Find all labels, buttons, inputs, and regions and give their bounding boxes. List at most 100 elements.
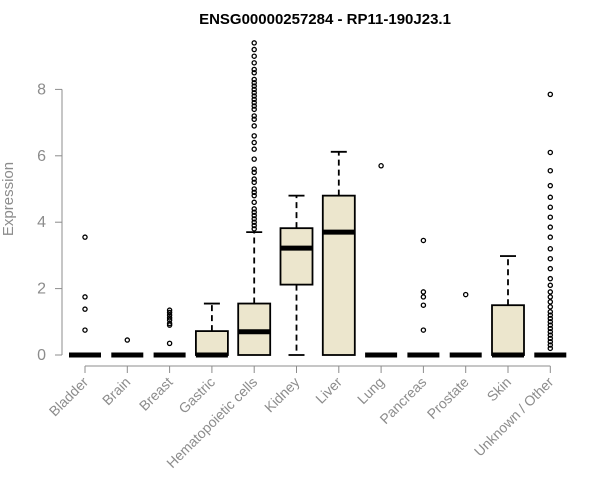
outlier-point (547, 322, 554, 328)
x-tick-label: Liver (312, 374, 345, 407)
outlier-point (420, 289, 427, 295)
outlier-point (82, 327, 88, 333)
outlier-point (251, 189, 257, 196)
outlier-point (251, 123, 257, 129)
outlier-point (251, 99, 257, 106)
box-group (491, 255, 525, 358)
y-tick-label: 6 (37, 148, 46, 165)
outlier-point (547, 342, 554, 348)
outlier-point (82, 294, 88, 300)
outlier-point (547, 309, 554, 315)
outlier-point (547, 149, 554, 156)
box-group (407, 237, 440, 358)
x-tick-label: Skin (484, 374, 515, 405)
outlier-point (251, 176, 257, 182)
outlier-point (251, 80, 257, 86)
outlier-point (547, 167, 554, 174)
outlier-point (251, 103, 257, 109)
outlier-point (251, 139, 257, 146)
outlier-point (124, 337, 131, 343)
outlier-point (547, 329, 554, 335)
box-group (237, 40, 272, 356)
outlier-point (547, 91, 554, 98)
outlier-point (547, 332, 554, 338)
outlier-point (378, 163, 384, 169)
outlier-point (251, 146, 257, 152)
outlier-point (547, 335, 554, 342)
outlier-point (251, 222, 257, 229)
outlier-point (420, 302, 427, 308)
outlier-point (547, 299, 554, 305)
x-tick-label: Pancreas (376, 374, 429, 427)
outlier-point (547, 294, 554, 300)
x-tick-label: Unknown / Other (471, 374, 557, 460)
box-iqr (194, 330, 229, 356)
outlier-point (547, 312, 554, 318)
chart-title: ENSG00000257284 - RP11-190J23.1 (199, 11, 451, 28)
box-group (449, 291, 482, 358)
outlier-point (166, 309, 173, 316)
outlier-point (547, 182, 554, 189)
outlier-point (251, 66, 257, 73)
x-tick-label: Kidney (261, 374, 303, 416)
outlier-point (251, 219, 257, 225)
outlier-point (547, 345, 554, 352)
outlier-point (251, 93, 257, 99)
outlier-point (547, 338, 554, 345)
box-group (153, 307, 186, 358)
outlier-point (251, 89, 257, 96)
outlier-point (251, 76, 257, 83)
outlier-point (251, 133, 257, 139)
outlier-point (251, 40, 257, 46)
outlier-point (547, 289, 554, 295)
outlier-point (547, 304, 554, 310)
box-iqr (321, 194, 356, 356)
box-group (194, 302, 229, 358)
outlier-point (547, 282, 554, 289)
outlier-point (547, 275, 554, 282)
outlier-point (251, 106, 257, 113)
y-axis: 0 2 4 6 8 (37, 81, 63, 364)
box-iqr (279, 227, 314, 286)
outlier-point (82, 306, 88, 312)
outlier-point (251, 96, 257, 103)
outlier-point (251, 83, 257, 89)
outlier-point (251, 116, 257, 123)
outlier-point (251, 192, 257, 199)
outlier-point (251, 206, 257, 212)
outlier-point (547, 194, 554, 201)
outlier-point (251, 113, 257, 119)
outlier-point (251, 186, 257, 192)
plot-area (69, 40, 567, 358)
outlier-point (251, 216, 257, 222)
outlier-point (251, 212, 257, 219)
y-tick-label: 2 (37, 281, 46, 298)
outlier-point (251, 86, 257, 93)
outlier-point (251, 53, 257, 59)
x-tick-label: Breast (136, 374, 176, 414)
outlier-point (547, 224, 554, 230)
y-tick-label: 4 (37, 214, 46, 231)
outlier-point (251, 199, 257, 206)
outlier-point (251, 209, 257, 215)
x-tick-label: Prostate (424, 374, 472, 422)
outlier-point (420, 327, 427, 333)
outlier-point (251, 169, 257, 176)
box-group (534, 91, 567, 358)
box-group (69, 234, 101, 358)
outlier-point (547, 315, 554, 322)
outlier-point (251, 166, 257, 172)
outlier-point (251, 60, 257, 66)
outlier-point (251, 179, 257, 186)
outlier-point (462, 291, 469, 298)
outlier-point (547, 319, 554, 325)
outlier-point (166, 315, 173, 321)
outlier-point (166, 322, 173, 328)
outlier-point (166, 317, 173, 323)
box-iqr (491, 304, 525, 356)
outlier-point (166, 340, 173, 347)
outlier-point (166, 312, 173, 318)
outlier-point (547, 255, 554, 262)
